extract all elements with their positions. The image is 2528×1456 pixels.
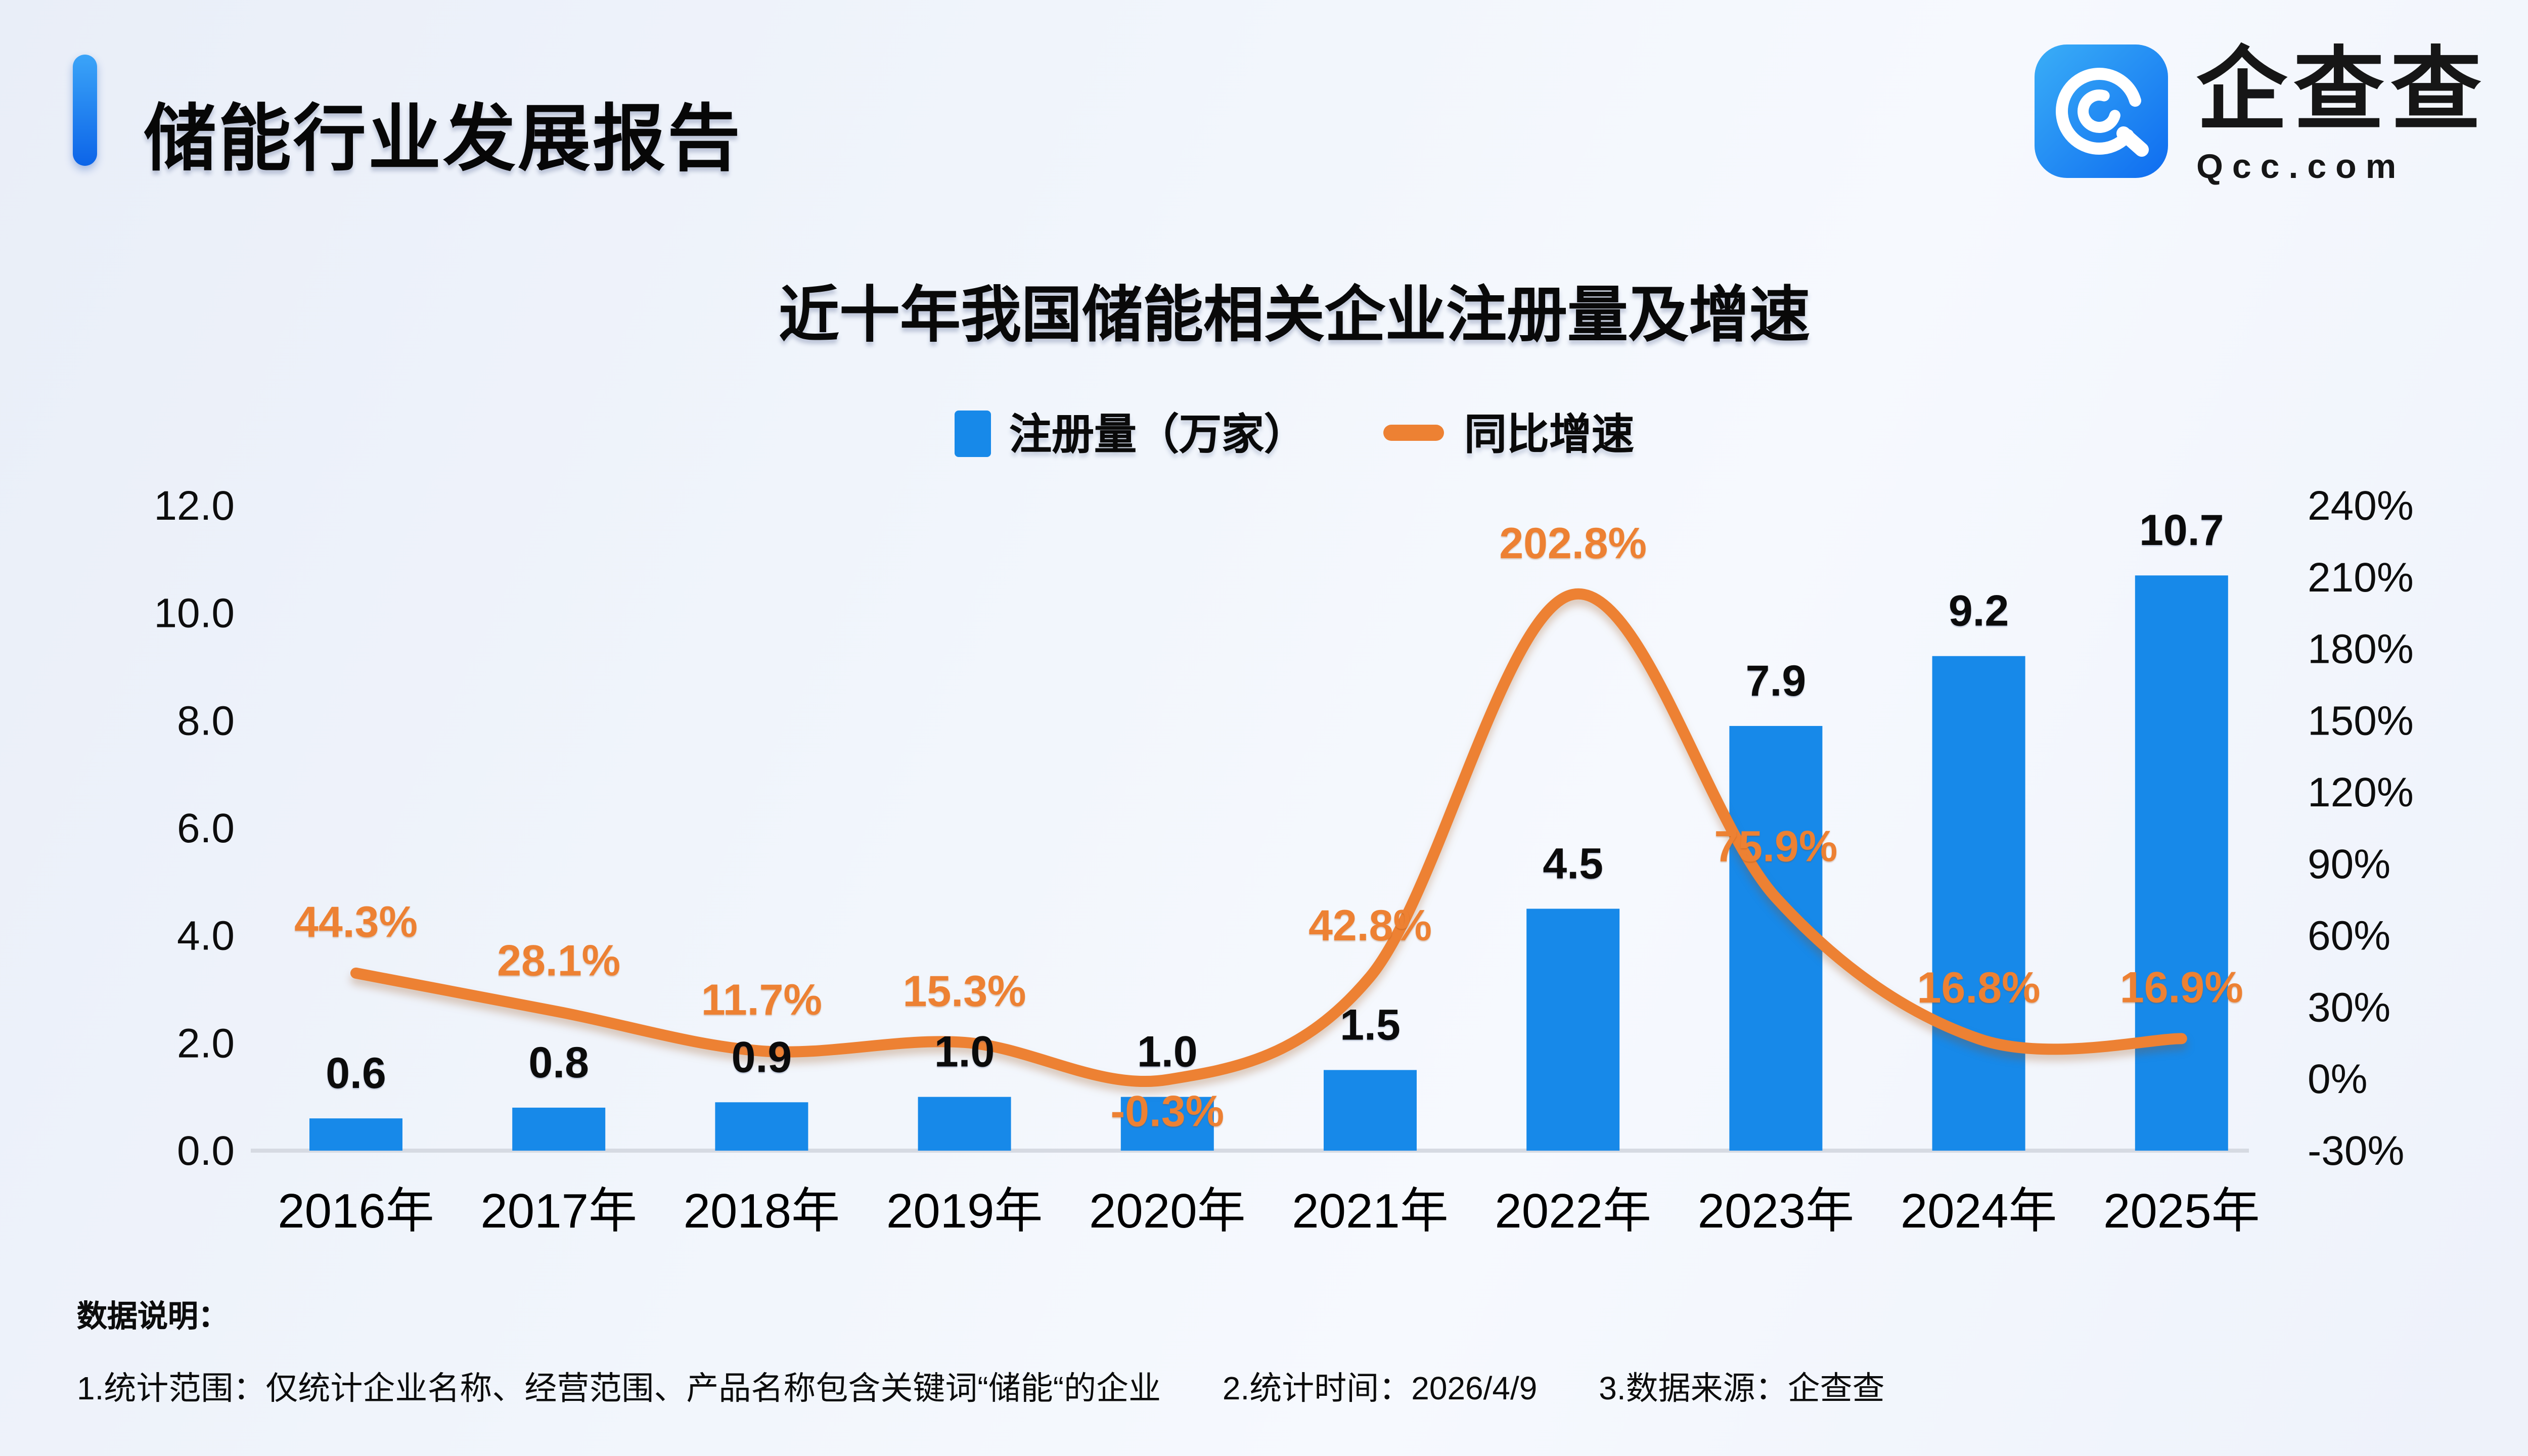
right-tick-120%: 120% xyxy=(2308,769,2414,815)
right-tick-0%: 0% xyxy=(2308,1056,2368,1102)
bar-label-2025年: 10.7 xyxy=(2139,506,2224,555)
footnote-line: 1.统计范围：仅统计企业名称、经营范围、产品名称包含关键词“储能“的企业 2.统… xyxy=(77,1361,1937,1409)
x-tick-2020年: 2020年 xyxy=(1089,1184,1246,1238)
qcc-logo-name: 企查查 xyxy=(2196,38,2488,142)
x-tick-2022年: 2022年 xyxy=(1495,1184,1651,1238)
right-tick-240%: 240% xyxy=(2308,483,2414,529)
growth-label-2018年: 11.7% xyxy=(701,976,822,1024)
growth-label-2022年: 202.8% xyxy=(1499,519,1647,568)
footnote-heading: 数据说明： xyxy=(77,1300,229,1335)
bar-2022年 xyxy=(1526,908,1620,1151)
bar-label-2016年: 0.6 xyxy=(326,1049,386,1098)
x-tick-2025年: 2025年 xyxy=(2103,1184,2260,1238)
left-tick-12.0: 12.0 xyxy=(154,483,235,529)
left-tick-8.0: 8.0 xyxy=(177,698,235,744)
bar-label-2024年: 9.2 xyxy=(1949,587,2009,635)
bar-label-2021年: 1.5 xyxy=(1340,1001,1401,1050)
growth-label-2021年: 42.8% xyxy=(1308,901,1432,950)
left-tick-0.0: 0.0 xyxy=(177,1128,235,1174)
growth-label-2024年: 16.8% xyxy=(1917,964,2041,1012)
legend-label-registrations: 注册量（万家） xyxy=(1009,413,1306,459)
bar-label-2019年: 1.0 xyxy=(934,1028,995,1076)
left-tick-2.0: 2.0 xyxy=(177,1020,235,1066)
right-tick-150%: 150% xyxy=(2308,698,2414,744)
bar-2021年 xyxy=(1324,1070,1417,1151)
legend-line-swatch xyxy=(1383,425,1444,441)
x-tick-2023年: 2023年 xyxy=(1698,1184,1855,1238)
x-tick-2021年: 2021年 xyxy=(1292,1184,1449,1238)
bar-2025年 xyxy=(2135,575,2228,1151)
bar-2023年 xyxy=(1729,725,1823,1151)
left-tick-4.0: 4.0 xyxy=(177,913,235,959)
growth-label-2019年: 15.3% xyxy=(903,967,1026,1016)
chart-legend: 注册量（万家） 同比增速 xyxy=(0,402,2528,463)
right-tick-180%: 180% xyxy=(2308,626,2414,672)
bar-label-2017年: 0.8 xyxy=(528,1038,589,1087)
growth-label-2017年: 28.1% xyxy=(497,936,620,985)
bar-label-2020年: 1.0 xyxy=(1137,1028,1198,1076)
right-tick-60%: 60% xyxy=(2308,913,2390,959)
growth-label-2025年: 16.9% xyxy=(2120,963,2243,1012)
right-tick-30%: 30% xyxy=(2308,984,2390,1030)
qcc-logo: 企查查 Qcc.com xyxy=(2033,42,2488,190)
qcc-logo-domain: Qcc.com xyxy=(2196,148,2406,186)
bar-label-2022年: 4.5 xyxy=(1543,840,1603,888)
footnote-item-source: 3.数据来源：企查查 xyxy=(1599,1373,1885,1407)
x-tick-2018年: 2018年 xyxy=(684,1184,840,1238)
bar-2016年 xyxy=(309,1118,402,1151)
legend-bar-swatch xyxy=(955,410,991,456)
growth-label-2020年: -0.3% xyxy=(1110,1087,1224,1136)
growth-label-2016年: 44.3% xyxy=(294,898,418,946)
bar-2017年 xyxy=(512,1107,606,1151)
right-tick-90%: 90% xyxy=(2308,841,2390,887)
right-tick--30%: -30% xyxy=(2308,1128,2404,1174)
growth-line xyxy=(350,588,2187,1087)
x-tick-2017年: 2017年 xyxy=(480,1184,637,1238)
chart-title: 近十年我国储能相关企业注册量及增速 xyxy=(779,283,1810,350)
x-tick-2024年: 2024年 xyxy=(1901,1184,2057,1238)
left-tick-10.0: 10.0 xyxy=(154,590,235,636)
footnote-item-scope: 1.统计范围：仅统计企业名称、经营范围、产品名称包含关键词“储能“的企业 xyxy=(77,1373,1161,1407)
left-tick-6.0: 6.0 xyxy=(177,805,235,851)
x-tick-2016年: 2016年 xyxy=(278,1184,434,1238)
bar-label-2023年: 7.9 xyxy=(1746,657,1807,705)
x-tick-2019年: 2019年 xyxy=(886,1184,1043,1238)
bar-2024年 xyxy=(1932,656,2025,1151)
footnote-item-date: 2.统计时间：2026/4/9 xyxy=(1222,1373,1538,1407)
bar-2020年 xyxy=(1120,1097,1214,1151)
legend-label-growth: 同比增速 xyxy=(1464,413,1634,459)
growth-label-2023年: 75.9% xyxy=(1714,823,1837,871)
qcc-logo-icon xyxy=(2033,42,2170,190)
bar-2018年 xyxy=(715,1102,808,1151)
bar-label-2018年: 0.9 xyxy=(732,1033,792,1081)
bar-2019年 xyxy=(918,1097,1011,1151)
right-tick-210%: 210% xyxy=(2308,555,2414,601)
page-title: 储能行业发展报告 xyxy=(144,97,743,180)
title-accent-bar xyxy=(73,55,97,166)
